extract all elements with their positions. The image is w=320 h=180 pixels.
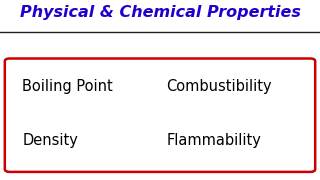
- Text: Physical & Chemical Properties: Physical & Chemical Properties: [20, 5, 300, 20]
- Text: Density: Density: [22, 133, 78, 148]
- Text: Flammability: Flammability: [166, 133, 261, 148]
- FancyBboxPatch shape: [5, 58, 315, 172]
- Text: Boiling Point: Boiling Point: [22, 79, 113, 94]
- Text: Combustibility: Combustibility: [166, 79, 272, 94]
